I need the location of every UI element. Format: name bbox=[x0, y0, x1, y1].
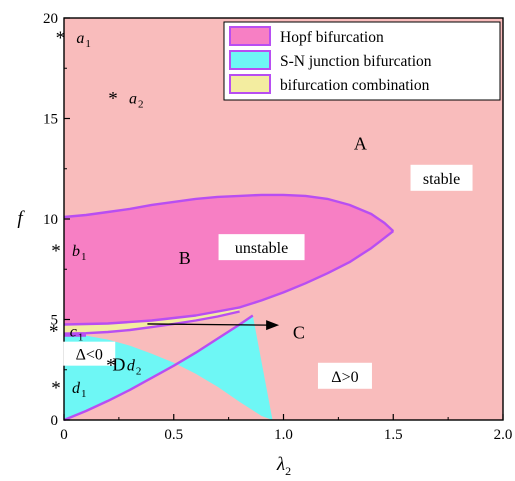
y-axis-title: f bbox=[17, 208, 25, 229]
y-tick-label: 10 bbox=[43, 212, 58, 228]
point-label-sub: 1 bbox=[78, 332, 84, 344]
delta_pos-label-box bbox=[317, 362, 372, 389]
x-tick-label: 2.0 bbox=[494, 427, 513, 443]
legend-label-sn: S-N junction bifurcation bbox=[280, 53, 432, 70]
point-label-sub: 1 bbox=[81, 388, 87, 400]
legend-swatch-combo bbox=[229, 74, 271, 94]
x-axis-title-main: λ bbox=[276, 454, 285, 475]
unstable-label-box bbox=[218, 234, 305, 261]
delta_neg-label: Δ<0 bbox=[76, 347, 103, 364]
point-marker: * bbox=[51, 241, 61, 262]
x-axis-title: λ2 bbox=[276, 454, 291, 478]
point-marker: * bbox=[49, 322, 59, 343]
point-label-sub: 1 bbox=[81, 251, 87, 263]
combo-lower-boundary bbox=[63, 310, 240, 335]
point-marker: * bbox=[108, 88, 118, 109]
arrow-head bbox=[266, 320, 280, 331]
legend: Hopf bifurcation S-N junction bifurcation… bbox=[223, 21, 501, 101]
x-ticks: 0 0.5 1.0 1.5 2.0 bbox=[60, 414, 512, 443]
x-tick-label: 1.5 bbox=[384, 427, 403, 443]
region-label-a: A bbox=[354, 134, 367, 154]
point-label-main: a bbox=[129, 90, 137, 107]
point-label-main: b bbox=[72, 243, 80, 260]
arrow-line bbox=[147, 323, 270, 326]
region-label-c: C bbox=[293, 323, 305, 343]
delta_pos-label: Δ>0 bbox=[331, 369, 358, 386]
point-marker: * bbox=[56, 28, 66, 49]
legend-label-hopf: Hopf bifurcation bbox=[280, 29, 384, 46]
y-tick-label: 15 bbox=[43, 112, 58, 128]
x-tick-label: 1.0 bbox=[274, 427, 293, 443]
point-label-sub: 2 bbox=[138, 98, 144, 110]
point-label: d2 bbox=[127, 358, 142, 378]
point-label: a2 bbox=[129, 90, 144, 110]
point-label-main: d bbox=[72, 380, 81, 397]
point-marker: * bbox=[106, 356, 116, 377]
y-tick-label: 5 bbox=[51, 313, 59, 329]
hopf-lower-boundary bbox=[63, 230, 395, 326]
point-label-main: c bbox=[70, 324, 77, 341]
stable-label-box bbox=[410, 164, 473, 191]
region-label-d: D bbox=[112, 355, 125, 375]
hopf-upper-boundary bbox=[63, 193, 395, 232]
legend-swatch-hopf bbox=[229, 26, 271, 46]
unstable-label: unstable bbox=[235, 240, 288, 257]
point-label: a1 bbox=[76, 30, 91, 50]
point-label: d1 bbox=[72, 380, 87, 400]
y-tick-label: 0 bbox=[51, 413, 59, 429]
point-label-main: d bbox=[127, 358, 136, 375]
point-marker: * bbox=[51, 378, 61, 399]
region-label-b: B bbox=[179, 248, 191, 268]
legend-swatch-sn bbox=[229, 50, 271, 70]
point-label-main: a bbox=[76, 30, 84, 47]
x-axis-title-sub: 2 bbox=[285, 464, 291, 478]
y-tick-label: 20 bbox=[43, 11, 58, 27]
sn-lower-boundary bbox=[63, 314, 254, 422]
point-label-sub: 1 bbox=[85, 38, 91, 50]
point-label: c1 bbox=[70, 324, 84, 344]
point-label-sub: 2 bbox=[136, 366, 142, 378]
legend-label-combo: bifurcation combination bbox=[280, 77, 430, 94]
x-tick-label: 0.5 bbox=[164, 427, 183, 443]
stable-label: stable bbox=[423, 171, 460, 188]
y-ticks: 0 5 10 15 20 bbox=[43, 11, 70, 429]
point-label: b1 bbox=[72, 243, 87, 263]
delta_neg-label-box bbox=[63, 341, 116, 366]
x-tick-label: 0 bbox=[60, 427, 68, 443]
